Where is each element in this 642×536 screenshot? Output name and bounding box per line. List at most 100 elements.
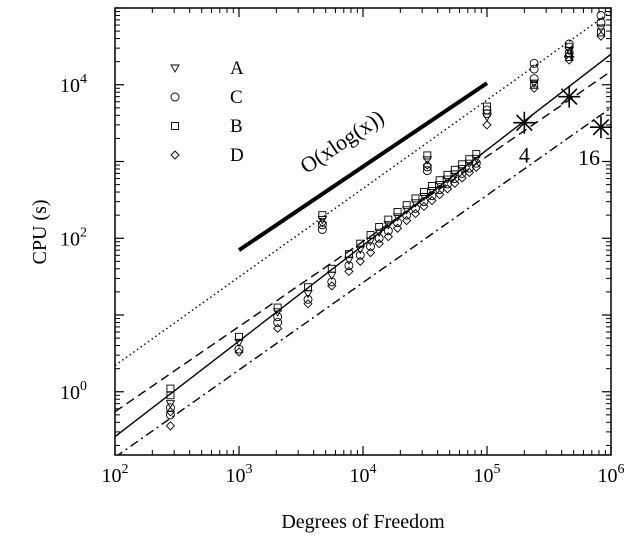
- star-label: 4: [564, 41, 575, 66]
- data-point-c: [355, 250, 365, 260]
- legend-label-c: C: [230, 87, 243, 108]
- data-point-c: [596, 10, 606, 20]
- data-point-d: [457, 173, 467, 183]
- x-tick-label: 103: [226, 462, 253, 487]
- x-tick-label: 104: [350, 462, 377, 487]
- data-point-c: [564, 42, 574, 52]
- axes: 102 103 104 105 106 100 102 104: [60, 7, 625, 487]
- data-point-b: [530, 80, 539, 89]
- data-point-b: [450, 165, 459, 174]
- data-point-b: [366, 231, 375, 240]
- data-point-d: [383, 231, 393, 242]
- data-point-c: [529, 58, 539, 68]
- data-point-c: [422, 162, 432, 172]
- data-point-b: [411, 194, 420, 203]
- data-point-b: [423, 151, 432, 160]
- data-point-b: [327, 264, 336, 273]
- data-point-d: [422, 160, 432, 170]
- fit-line-dashdot: [117, 107, 611, 455]
- data-point-c: [393, 218, 403, 228]
- y-tick-label: 104: [60, 72, 87, 97]
- star-point: [589, 116, 612, 139]
- data-point-a: [401, 206, 412, 215]
- data-point-d: [165, 421, 176, 431]
- data-point-d: [564, 55, 574, 65]
- data-point-d: [402, 215, 412, 226]
- star-label: 16: [578, 145, 600, 170]
- data-point-d: [419, 201, 429, 212]
- data-point-a: [374, 228, 384, 238]
- legend-marker-d: [170, 150, 180, 160]
- data-point-c: [273, 317, 283, 327]
- data-point-c: [564, 39, 574, 49]
- data-point-d: [317, 217, 327, 228]
- data-point-c: [402, 210, 412, 220]
- data-point-a: [344, 256, 354, 265]
- data-point-b: [465, 155, 474, 164]
- data-point-b: [375, 223, 384, 231]
- data-point-d: [482, 120, 492, 130]
- data-point-b: [235, 332, 243, 341]
- data-point-b: [384, 215, 393, 224]
- x-tick-label: 105: [474, 462, 501, 487]
- data-point-d: [427, 195, 437, 206]
- fit-lines: [115, 10, 611, 455]
- reference-slope: O(xlog(x)): [237, 81, 489, 252]
- y-tick-label: 100: [60, 379, 87, 404]
- data-point-c: [383, 226, 393, 236]
- data-point-d: [471, 162, 481, 172]
- data-point-d: [464, 167, 474, 178]
- data-point-d: [344, 266, 354, 277]
- legend-marker-b: [171, 122, 179, 130]
- data-point-b: [597, 28, 605, 37]
- star-markers: 4 4 16: [513, 41, 612, 170]
- data-point-a: [383, 221, 394, 230]
- data-point-b: [483, 102, 491, 111]
- star-stroke: [515, 114, 533, 132]
- data-point-d: [303, 299, 313, 309]
- data-point-a: [442, 175, 453, 184]
- data-point-a: [419, 193, 429, 202]
- data-point-c: [374, 233, 384, 243]
- star-point: [558, 85, 581, 108]
- data-point-b: [443, 170, 452, 179]
- reference-line-label: O(xlog(x)): [295, 104, 388, 178]
- data-point-d: [374, 239, 384, 249]
- data-point-b: [419, 188, 428, 196]
- data-point-c: [471, 158, 481, 168]
- data-point-a: [427, 186, 437, 196]
- data-point-b: [318, 211, 327, 220]
- data-point-b: [458, 160, 467, 169]
- data-point-a: [434, 181, 445, 190]
- data-point-d: [355, 256, 365, 266]
- data-point-b: [428, 182, 436, 190]
- data-point-a: [392, 213, 403, 222]
- data-point-c: [419, 197, 429, 207]
- data-point-a: [457, 165, 467, 174]
- data-point-a: [596, 24, 606, 33]
- data-point-c: [596, 17, 606, 27]
- data-point-a: [529, 79, 539, 89]
- data-point-a: [422, 156, 433, 165]
- data-point-d: [529, 83, 539, 93]
- legend-label-d: D: [230, 145, 244, 166]
- data-point-a: [272, 308, 283, 317]
- legend-label-b: B: [230, 116, 243, 137]
- data-point-a: [365, 237, 376, 246]
- data-point-d: [435, 190, 445, 200]
- x-axis-label: Degrees of Freedom: [281, 511, 445, 533]
- data-point-c: [317, 220, 327, 230]
- star-point: [513, 111, 536, 134]
- data-point-d: [410, 208, 421, 219]
- data-point-c: [482, 105, 492, 115]
- data-point-d: [327, 281, 337, 291]
- data-point-a: [410, 199, 421, 208]
- fit-line-dashed: [115, 70, 611, 413]
- data-point-c: [529, 64, 539, 74]
- data-point-c: [366, 242, 375, 251]
- data-point-d: [365, 247, 376, 258]
- star-stroke: [592, 118, 610, 136]
- data-point-d: [392, 223, 403, 233]
- x-tick-label: 102: [102, 462, 129, 487]
